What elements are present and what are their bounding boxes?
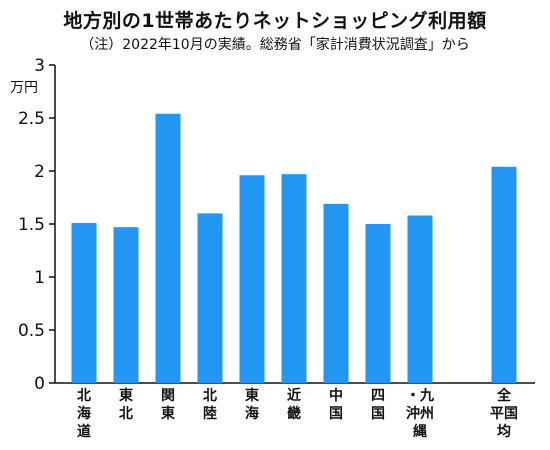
bar-東海 <box>239 175 265 383</box>
bar-四国 <box>365 224 391 383</box>
x-category-label: ・九 <box>406 388 434 404</box>
x-category-label: 四 <box>371 388 385 404</box>
y-tick-label: 2.5 <box>18 109 45 129</box>
bar-九州・沖縄 <box>407 215 433 383</box>
x-category-label: 東 <box>161 405 175 422</box>
y-tick-label: 0.5 <box>18 321 45 341</box>
x-category-label: 国 <box>329 406 343 422</box>
y-tick-label: 0 <box>34 374 45 394</box>
x-category-label: 関 <box>161 388 175 404</box>
x-category-label: 畿 <box>287 405 301 422</box>
x-category-label: 全 <box>496 387 512 404</box>
x-category-label: 沖州 <box>406 405 434 422</box>
bar-北海道 <box>71 222 97 383</box>
y-unit-label: 万円 <box>10 80 38 96</box>
x-category-label: 縄 <box>413 423 427 440</box>
y-tick-label: 1.5 <box>18 215 45 235</box>
bar-北陸 <box>197 213 223 383</box>
bar-東北 <box>113 227 139 383</box>
x-category-label: 道 <box>77 423 91 440</box>
bar-全国平均 <box>491 166 517 383</box>
bar-関東 <box>155 113 181 383</box>
bar-近畿 <box>281 174 307 383</box>
x-category-label: 陸 <box>203 405 217 422</box>
x-category-label: 北 <box>119 406 133 422</box>
x-category-label: 中 <box>329 387 343 404</box>
x-category-label: 東 <box>119 387 133 404</box>
x-category-label: 海 <box>77 405 91 422</box>
x-category-label: 東 <box>245 387 259 404</box>
y-tick-label: 1 <box>34 268 45 288</box>
x-category-label: 北 <box>203 388 217 404</box>
chart-subtitle: （注）2022年10月の実績。総務省「家計消費状況調査」から <box>80 37 470 53</box>
y-tick-label: 3 <box>34 56 45 76</box>
x-category-label: 海 <box>245 405 259 422</box>
x-category-label: 国 <box>371 406 385 422</box>
x-category-label: 均 <box>497 423 511 440</box>
bar-中国 <box>323 203 349 383</box>
x-category-label: 北 <box>77 388 91 404</box>
x-category-label: 平国 <box>490 406 518 422</box>
chart-title: 地方別の1世帯あたりネットショッピング利用額 <box>63 10 487 32</box>
x-category-label: 近 <box>287 387 301 404</box>
y-tick-label: 2 <box>34 162 45 182</box>
